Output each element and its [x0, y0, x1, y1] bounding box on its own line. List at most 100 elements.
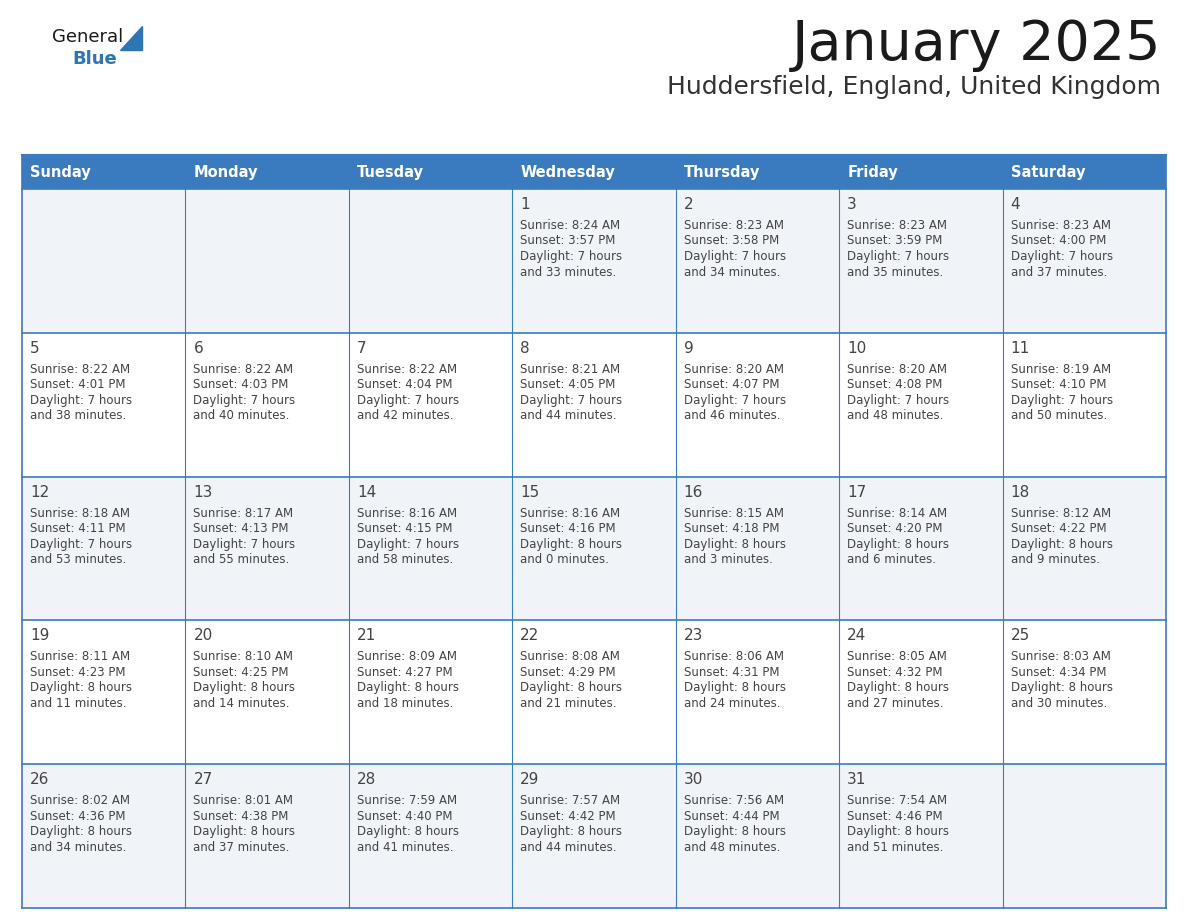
- Text: Daylight: 7 hours: Daylight: 7 hours: [30, 394, 132, 407]
- Text: Daylight: 8 hours: Daylight: 8 hours: [194, 825, 296, 838]
- Text: Sunrise: 8:02 AM: Sunrise: 8:02 AM: [30, 794, 129, 807]
- Bar: [23, 764, 1165, 908]
- Text: Sunrise: 8:06 AM: Sunrise: 8:06 AM: [684, 650, 784, 664]
- Text: Sunrise: 8:22 AM: Sunrise: 8:22 AM: [356, 363, 457, 375]
- Text: and 55 minutes.: and 55 minutes.: [194, 554, 290, 566]
- Text: Sunrise: 8:24 AM: Sunrise: 8:24 AM: [520, 219, 620, 232]
- Text: Sunset: 4:00 PM: Sunset: 4:00 PM: [1011, 234, 1106, 248]
- Text: Sunset: 4:36 PM: Sunset: 4:36 PM: [30, 810, 126, 823]
- Text: Sunrise: 7:57 AM: Sunrise: 7:57 AM: [520, 794, 620, 807]
- Text: Sunset: 4:03 PM: Sunset: 4:03 PM: [194, 378, 289, 391]
- Text: Daylight: 8 hours: Daylight: 8 hours: [356, 825, 459, 838]
- Text: and 18 minutes.: and 18 minutes.: [356, 697, 454, 710]
- Text: Sunrise: 8:16 AM: Sunrise: 8:16 AM: [520, 507, 620, 520]
- Text: Sunset: 4:10 PM: Sunset: 4:10 PM: [1011, 378, 1106, 391]
- Text: Daylight: 7 hours: Daylight: 7 hours: [1011, 250, 1113, 263]
- Text: January 2025: January 2025: [791, 18, 1161, 72]
- Text: Huddersfield, England, United Kingdom: Huddersfield, England, United Kingdom: [666, 75, 1161, 99]
- Text: 5: 5: [30, 341, 39, 356]
- Text: Wednesday: Wednesday: [520, 164, 615, 180]
- Text: 27: 27: [194, 772, 213, 788]
- Text: Sunset: 4:15 PM: Sunset: 4:15 PM: [356, 522, 453, 535]
- Text: and 38 minutes.: and 38 minutes.: [30, 409, 126, 422]
- Text: 15: 15: [520, 485, 539, 499]
- Text: Sunset: 4:27 PM: Sunset: 4:27 PM: [356, 666, 453, 679]
- Text: and 48 minutes.: and 48 minutes.: [847, 409, 943, 422]
- Text: 10: 10: [847, 341, 866, 356]
- Text: Sunset: 3:57 PM: Sunset: 3:57 PM: [520, 234, 615, 248]
- Text: Sunrise: 8:15 AM: Sunrise: 8:15 AM: [684, 507, 784, 520]
- Text: Sunset: 4:01 PM: Sunset: 4:01 PM: [30, 378, 126, 391]
- Text: Sunset: 4:04 PM: Sunset: 4:04 PM: [356, 378, 453, 391]
- Text: 9: 9: [684, 341, 694, 356]
- Text: Sunrise: 7:56 AM: Sunrise: 7:56 AM: [684, 794, 784, 807]
- Text: Daylight: 7 hours: Daylight: 7 hours: [356, 394, 459, 407]
- Text: Sunrise: 8:12 AM: Sunrise: 8:12 AM: [1011, 507, 1111, 520]
- Text: Sunrise: 8:21 AM: Sunrise: 8:21 AM: [520, 363, 620, 375]
- Text: Sunset: 4:38 PM: Sunset: 4:38 PM: [194, 810, 289, 823]
- Text: Thursday: Thursday: [684, 164, 760, 180]
- Text: Sunrise: 8:09 AM: Sunrise: 8:09 AM: [356, 650, 457, 664]
- Text: Sunrise: 8:14 AM: Sunrise: 8:14 AM: [847, 507, 947, 520]
- Text: Sunset: 4:13 PM: Sunset: 4:13 PM: [194, 522, 289, 535]
- Polygon shape: [120, 26, 143, 50]
- Text: Daylight: 7 hours: Daylight: 7 hours: [194, 538, 296, 551]
- Text: and 34 minutes.: and 34 minutes.: [30, 841, 126, 854]
- Text: and 34 minutes.: and 34 minutes.: [684, 265, 781, 278]
- Text: and 24 minutes.: and 24 minutes.: [684, 697, 781, 710]
- Text: 22: 22: [520, 629, 539, 644]
- Text: and 6 minutes.: and 6 minutes.: [847, 554, 936, 566]
- Text: and 35 minutes.: and 35 minutes.: [847, 265, 943, 278]
- Text: Sunset: 4:29 PM: Sunset: 4:29 PM: [520, 666, 615, 679]
- Text: and 41 minutes.: and 41 minutes.: [356, 841, 454, 854]
- Text: 24: 24: [847, 629, 866, 644]
- Text: Friday: Friday: [847, 164, 898, 180]
- Text: Saturday: Saturday: [1011, 164, 1085, 180]
- Text: Daylight: 7 hours: Daylight: 7 hours: [520, 250, 623, 263]
- Text: and 30 minutes.: and 30 minutes.: [1011, 697, 1107, 710]
- Text: Daylight: 8 hours: Daylight: 8 hours: [520, 681, 623, 694]
- Text: 14: 14: [356, 485, 377, 499]
- Text: 25: 25: [1011, 629, 1030, 644]
- Text: Monday: Monday: [194, 164, 258, 180]
- Text: 30: 30: [684, 772, 703, 788]
- Text: 19: 19: [30, 629, 50, 644]
- Text: and 58 minutes.: and 58 minutes.: [356, 554, 453, 566]
- Text: 21: 21: [356, 629, 377, 644]
- Text: and 37 minutes.: and 37 minutes.: [194, 841, 290, 854]
- Text: 8: 8: [520, 341, 530, 356]
- Text: Daylight: 8 hours: Daylight: 8 hours: [847, 538, 949, 551]
- Text: Sunrise: 8:16 AM: Sunrise: 8:16 AM: [356, 507, 457, 520]
- Text: 6: 6: [194, 341, 203, 356]
- Text: Daylight: 8 hours: Daylight: 8 hours: [520, 538, 623, 551]
- Text: and 37 minutes.: and 37 minutes.: [1011, 265, 1107, 278]
- Text: 12: 12: [30, 485, 49, 499]
- Text: and 44 minutes.: and 44 minutes.: [520, 409, 617, 422]
- Text: Sunrise: 8:18 AM: Sunrise: 8:18 AM: [30, 507, 129, 520]
- Text: Daylight: 8 hours: Daylight: 8 hours: [356, 681, 459, 694]
- Text: Sunrise: 8:23 AM: Sunrise: 8:23 AM: [684, 219, 784, 232]
- Text: Sunset: 4:22 PM: Sunset: 4:22 PM: [1011, 522, 1106, 535]
- Text: Daylight: 7 hours: Daylight: 7 hours: [684, 394, 785, 407]
- Text: Sunrise: 8:22 AM: Sunrise: 8:22 AM: [194, 363, 293, 375]
- Text: Sunrise: 7:59 AM: Sunrise: 7:59 AM: [356, 794, 457, 807]
- Text: 17: 17: [847, 485, 866, 499]
- Text: Daylight: 8 hours: Daylight: 8 hours: [684, 538, 785, 551]
- Text: Sunset: 4:34 PM: Sunset: 4:34 PM: [1011, 666, 1106, 679]
- Text: Daylight: 8 hours: Daylight: 8 hours: [847, 825, 949, 838]
- Text: and 50 minutes.: and 50 minutes.: [1011, 409, 1107, 422]
- Text: 1: 1: [520, 197, 530, 212]
- Text: Sunset: 4:18 PM: Sunset: 4:18 PM: [684, 522, 779, 535]
- Bar: [23, 476, 1165, 621]
- Text: Daylight: 8 hours: Daylight: 8 hours: [1011, 681, 1113, 694]
- Text: 29: 29: [520, 772, 539, 788]
- Text: and 0 minutes.: and 0 minutes.: [520, 554, 609, 566]
- Text: Sunset: 4:20 PM: Sunset: 4:20 PM: [847, 522, 942, 535]
- Text: Sunrise: 8:11 AM: Sunrise: 8:11 AM: [30, 650, 131, 664]
- Text: Sunrise: 8:05 AM: Sunrise: 8:05 AM: [847, 650, 947, 664]
- Bar: [23, 189, 1165, 333]
- Text: and 46 minutes.: and 46 minutes.: [684, 409, 781, 422]
- Text: and 14 minutes.: and 14 minutes.: [194, 697, 290, 710]
- Text: Sunset: 4:32 PM: Sunset: 4:32 PM: [847, 666, 942, 679]
- Text: Sunset: 4:05 PM: Sunset: 4:05 PM: [520, 378, 615, 391]
